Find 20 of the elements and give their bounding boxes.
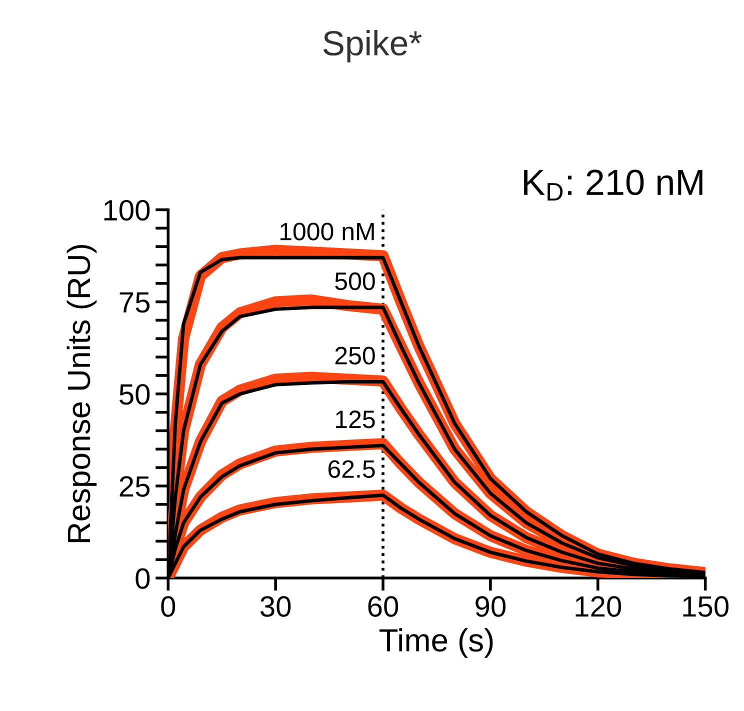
text: K$_{D}$: 210 nM [524,170,702,201]
chart-title: Spike* [323,30,422,62]
y-tick-label: 0 [136,568,150,589]
annotation: 125 [336,410,375,428]
x-tick-label: 60 [368,596,398,617]
x-axis-title: Time (s) [379,628,493,658]
annotation: 250 [335,346,375,365]
x-tick-label: 90 [476,596,506,617]
y-tick-label: 75 [120,292,150,313]
annotation: 62.5 [328,460,375,478]
x-tick-label: 0 [161,596,176,617]
y-axis-title: Response Units (RU) [66,244,97,542]
x-tick-label: 150 [683,596,729,617]
annotation: 500 [335,272,375,290]
x-tick-label: 120 [576,596,622,617]
y-tick-label: 100 [104,200,150,221]
annotation: 1000 nM [280,222,374,240]
y-tick-label: 25 [120,476,150,497]
x-tick-label: 30 [260,596,291,617]
y-tick-label: 50 [120,384,150,405]
